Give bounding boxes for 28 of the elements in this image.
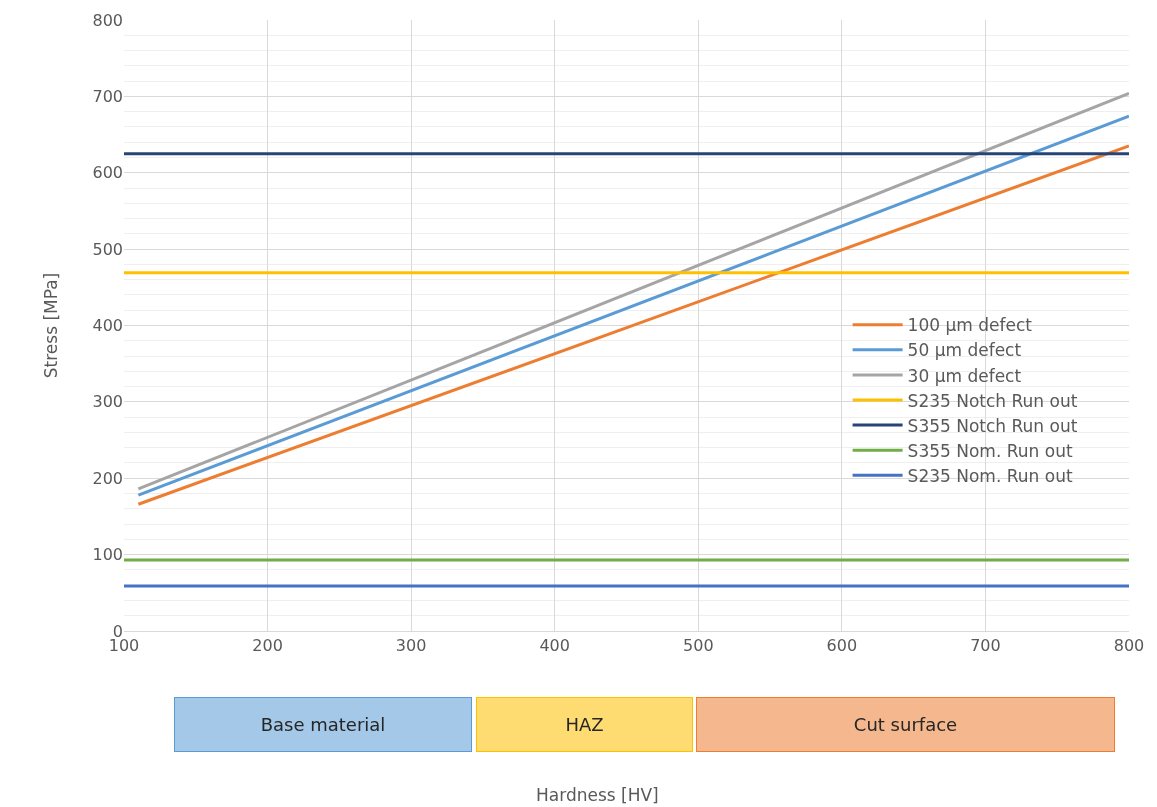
x-tick-label: 200 [252, 636, 283, 656]
y-tick-label: 100 [92, 545, 123, 565]
text: Cut surface [853, 714, 958, 735]
legend-label: 50 µm defect [907, 340, 1022, 361]
legend-label: S355 Nom. Run out [907, 440, 1073, 461]
x-tick-label: 400 [539, 636, 570, 656]
y-tick-label: 600 [92, 163, 123, 183]
text: HAZ [565, 714, 604, 735]
legend-label: 30 µm defect [907, 365, 1022, 386]
y-tick-label: 800 [92, 10, 123, 30]
x-tick-label: 300 [395, 636, 427, 656]
y-tick-label: 300 [92, 392, 123, 412]
legend-label: S235 Notch Run out [907, 390, 1078, 411]
y-tick-label: 500 [92, 239, 123, 259]
x-tick-label: 100 [108, 636, 140, 656]
y-tick-label: 200 [92, 468, 123, 488]
legend-label: S355 Notch Run out [907, 415, 1078, 436]
x-tick-label: 700 [970, 636, 1001, 656]
legend-label: S235 Nom. Run out [907, 465, 1073, 486]
text: Hardness [HV] [536, 785, 659, 805]
legend-label: 100 µm defect [907, 315, 1033, 336]
x-tick-label: 600 [826, 636, 858, 656]
y-axis-title: Stress [MPa] [41, 272, 61, 379]
x-tick-label: 800 [1113, 636, 1145, 656]
x-tick-label: 500 [683, 636, 714, 656]
y-tick-label: 400 [92, 316, 123, 336]
text: Base material [260, 714, 386, 735]
y-tick-label: 700 [92, 86, 123, 106]
